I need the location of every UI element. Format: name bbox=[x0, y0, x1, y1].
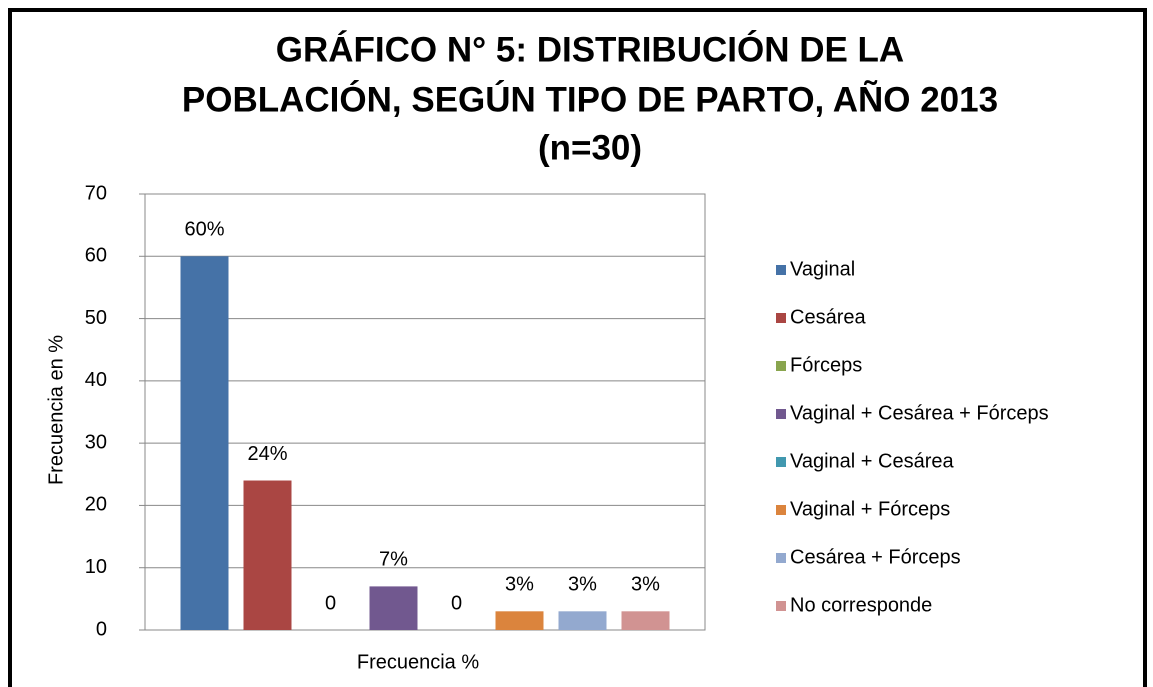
bar bbox=[369, 586, 418, 630]
legend-swatch bbox=[776, 505, 786, 515]
legend-label: No corresponde bbox=[790, 594, 932, 616]
chart-title: POBLACIÓN, SEGÚN TIPO DE PARTO, AÑO 2013 bbox=[182, 79, 998, 119]
legend-swatch bbox=[776, 361, 786, 371]
data-label: 0 bbox=[451, 592, 462, 614]
legend-swatch bbox=[776, 313, 786, 323]
data-label: 24% bbox=[247, 443, 287, 465]
data-label: 0 bbox=[325, 592, 336, 614]
legend-label: Vaginal + Fórceps bbox=[790, 498, 950, 520]
legend-swatch bbox=[776, 601, 786, 611]
y-tick-label: 50 bbox=[85, 307, 107, 329]
data-label: 7% bbox=[379, 549, 408, 571]
data-label: 60% bbox=[184, 219, 224, 241]
y-tick-label: 40 bbox=[85, 369, 107, 391]
x-tick-label: Frecuencia % bbox=[357, 651, 479, 673]
plot-area bbox=[144, 193, 706, 631]
data-label: 3% bbox=[505, 574, 534, 596]
y-tick-label: 30 bbox=[85, 431, 107, 453]
legend-label: Vaginal bbox=[790, 258, 855, 280]
y-tick-label: 70 bbox=[85, 182, 107, 204]
bar bbox=[621, 611, 670, 630]
chart-title: (n=30) bbox=[538, 128, 642, 167]
y-tick-label: 10 bbox=[85, 556, 107, 578]
legend-swatch bbox=[776, 553, 786, 563]
chart-title: GRÁFICO N° 5: DISTRIBUCIÓN DE LA bbox=[276, 29, 904, 69]
bar bbox=[558, 611, 607, 630]
legend-label: Vaginal + Cesárea bbox=[790, 450, 955, 472]
frame bbox=[8, 8, 1147, 687]
y-tick-label: 0 bbox=[96, 618, 107, 640]
y-tick-label: 60 bbox=[85, 245, 107, 267]
bar bbox=[243, 480, 292, 630]
legend-swatch bbox=[776, 457, 786, 467]
y-tick-label: 20 bbox=[85, 494, 107, 516]
legend-label: Cesárea + Fórceps bbox=[790, 546, 961, 568]
legend-swatch bbox=[776, 265, 786, 275]
bar bbox=[180, 256, 229, 630]
legend-label: Cesárea bbox=[790, 306, 866, 328]
y-axis-label: Frecuencia en % bbox=[45, 335, 67, 485]
legend-label: Vaginal + Cesárea + Fórceps bbox=[790, 402, 1049, 424]
legend-swatch bbox=[776, 409, 786, 419]
data-label: 3% bbox=[631, 574, 660, 596]
legend-label: Fórceps bbox=[790, 354, 862, 376]
data-label: 3% bbox=[568, 574, 597, 596]
bar bbox=[495, 611, 544, 630]
